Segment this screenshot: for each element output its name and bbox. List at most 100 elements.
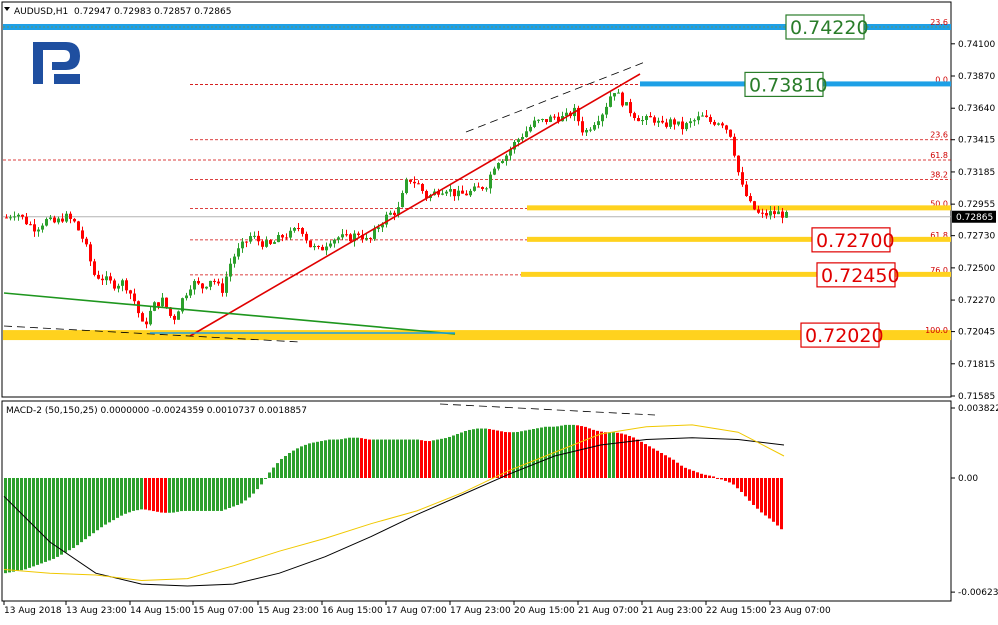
macd-histogram-bar: [108, 478, 111, 523]
candle-body: [197, 280, 200, 284]
candle-body: [657, 120, 660, 123]
candle-body: [249, 236, 252, 242]
fib-label-0: 0.0: [935, 75, 948, 84]
candle-body: [417, 183, 420, 185]
candle-body: [105, 276, 108, 281]
macd-histogram-bar: [672, 459, 675, 478]
macd-histogram-bar: [180, 478, 183, 512]
price-tick-label: 0.72500: [958, 264, 995, 274]
macd-histogram-bar: [516, 431, 519, 478]
candle-body: [57, 218, 60, 223]
macd-histogram-bar: [232, 478, 235, 507]
candle-body: [529, 126, 532, 132]
candle-body: [361, 235, 364, 240]
macd-histogram-bar: [736, 478, 739, 489]
candle-body: [225, 276, 228, 293]
macd-histogram-bar: [756, 478, 759, 509]
macd-histogram-bar: [376, 439, 379, 478]
price-label-72020-box: [800, 322, 880, 348]
macd-histogram-bar: [600, 431, 603, 478]
candle-body: [633, 113, 636, 119]
price-label-72700-box: [811, 227, 891, 253]
macd-signal-yellow-line: [3, 424, 785, 582]
candle-body: [329, 243, 332, 247]
candle-body: [129, 290, 132, 294]
macd-histogram-bar: [260, 478, 263, 485]
macd-histogram-bar: [156, 478, 159, 512]
candle-body: [205, 286, 208, 289]
macd-histogram-bar: [364, 438, 367, 478]
macd-histogram-bar: [148, 478, 151, 511]
candle-body: [389, 212, 392, 215]
ohlc-values: 0.72947 0.72983 0.72857 0.72865: [74, 7, 231, 17]
candle-body: [533, 120, 536, 127]
macd-histogram-bar: [360, 438, 363, 478]
candle-body: [393, 212, 396, 216]
candle-body: [489, 174, 492, 189]
candle-body: [137, 301, 140, 314]
candle-body: [305, 233, 308, 241]
candle-body: [701, 115, 704, 117]
price-axis: 0.74100 0.73870 0.73640 0.73415 0.73185 0.729…: [951, 40, 996, 402]
macd-histogram-bar: [576, 425, 579, 478]
price-label-72450-text: 0.72450: [821, 265, 900, 287]
macd-histogram-bar: [56, 478, 59, 557]
candle-body: [421, 184, 424, 192]
macd-histogram-bar: [396, 439, 399, 478]
macd-histogram-bar: [244, 478, 247, 501]
candle-body: [749, 196, 752, 202]
level-72020-band: [3, 330, 951, 341]
candle-body: [745, 184, 748, 197]
macd-histogram-bar: [664, 455, 667, 478]
candle-body: [473, 186, 476, 191]
macd-histogram-bar: [580, 426, 583, 478]
candle-body: [289, 230, 292, 238]
macd-histogram-bar: [624, 434, 627, 478]
candle-body: [317, 245, 320, 247]
macd-histogram-bar: [640, 441, 643, 478]
macd-histogram-bar: [696, 472, 699, 478]
macd-histogram-bar: [176, 478, 179, 512]
time-tick-label: 23 Aug 07:00: [770, 606, 831, 616]
candle-body: [649, 116, 652, 118]
candle-body: [13, 216, 16, 218]
macd-histogram-bar: [132, 478, 135, 511]
candle-body: [341, 234, 344, 238]
candle-body: [477, 186, 480, 188]
candle-body: [69, 213, 72, 219]
candle-body: [97, 274, 100, 279]
candle-body: [461, 190, 464, 194]
macd-histogram-bar: [384, 439, 387, 478]
candle-body: [457, 190, 460, 197]
macd-histogram-bar: [524, 430, 527, 478]
macd-histogram-bar: [528, 429, 531, 478]
macd-histogram-bar: [220, 478, 223, 511]
channel-line-upper: [465, 61, 646, 133]
macd-histogram-bar: [28, 478, 31, 568]
dropdown-triangle-icon[interactable]: [4, 7, 10, 11]
macd-histogram-bar: [44, 478, 47, 562]
macd-histogram-bar: [596, 430, 599, 478]
candle-body: [5, 217, 8, 219]
candle-body: [165, 297, 168, 308]
macd-histogram-bar: [320, 441, 323, 478]
candle-body: [325, 246, 328, 251]
candle-body: [33, 224, 36, 232]
macd-histogram-bar: [352, 437, 355, 478]
macd-histogram-bar: [504, 432, 507, 478]
price-tick-label: 0.72730: [958, 232, 995, 242]
candle-body: [333, 239, 336, 244]
macd-histogram-bar: [248, 478, 251, 498]
macd-histogram-bar: [532, 429, 535, 478]
candle-body: [233, 256, 236, 264]
price-label-72020-text: 0.72020: [805, 325, 884, 347]
fib-label-382: 38.2: [930, 171, 948, 180]
macd-histogram-bar: [328, 439, 331, 478]
macd-histogram-bar: [452, 435, 455, 478]
candle-body: [549, 116, 552, 122]
level-labels-layer: 0.74220 0.73810 0.72700 0.72450 0.72020: [744, 14, 900, 348]
candle-body: [309, 240, 312, 248]
macd-histogram-bar: [652, 448, 655, 478]
